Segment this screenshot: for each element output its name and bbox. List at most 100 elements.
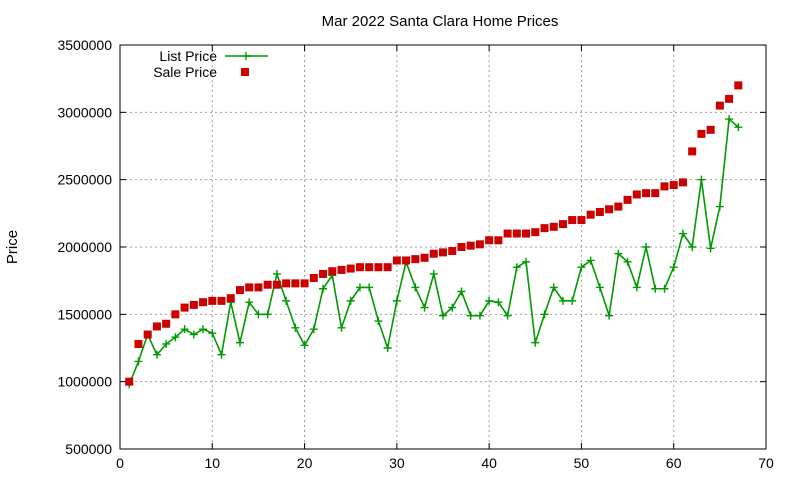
data-point (595, 283, 604, 292)
data-point (439, 311, 447, 320)
data-point (448, 303, 457, 312)
y-tick-label: 1500000 (57, 306, 112, 322)
data-point (475, 311, 484, 320)
data-point (669, 181, 678, 190)
data-point (706, 244, 715, 253)
data-point (522, 229, 531, 238)
data-point (503, 229, 512, 238)
data-point (355, 283, 364, 292)
data-point (605, 205, 614, 214)
x-tick-label: 40 (481, 455, 497, 471)
data-point (614, 202, 623, 211)
data-point (162, 339, 171, 348)
data-point (697, 129, 706, 138)
data-point (392, 256, 401, 265)
data-point (531, 338, 540, 347)
data-point (485, 236, 494, 245)
data-point (420, 303, 429, 312)
data-point (291, 323, 300, 332)
data-point (429, 249, 438, 258)
data-point (263, 310, 272, 319)
data-point (300, 279, 309, 288)
series-list-price (125, 115, 743, 389)
data-point (614, 249, 623, 258)
x-tick-label: 60 (666, 455, 682, 471)
data-point (651, 189, 660, 198)
data-point (457, 243, 466, 251)
data-point (586, 256, 595, 265)
data-point (254, 310, 263, 319)
legend-swatch-sale-price (241, 68, 249, 76)
data-point (485, 296, 494, 305)
y-tick-label: 500000 (65, 441, 112, 457)
data-point (605, 311, 614, 320)
data-point (466, 241, 475, 250)
data-point (189, 300, 198, 309)
data-point (152, 322, 161, 331)
data-point (632, 283, 641, 292)
y-axis-label: Price (4, 230, 21, 264)
data-point (245, 298, 254, 307)
data-point (540, 310, 549, 319)
data-point (309, 325, 318, 334)
data-point (577, 263, 586, 272)
data-point (595, 207, 604, 216)
data-point (623, 195, 632, 204)
data-point (402, 256, 411, 265)
data-point (235, 286, 244, 295)
data-point (355, 263, 364, 272)
data-point (272, 269, 281, 278)
data-point (475, 240, 484, 249)
legend-label-sale-price: Sale Price (153, 64, 217, 80)
data-point (392, 296, 401, 305)
data-point (383, 344, 392, 352)
data-point (494, 236, 503, 245)
data-point (429, 269, 438, 278)
data-point (217, 296, 226, 305)
data-point (134, 339, 143, 348)
data-point (328, 267, 337, 276)
data-point (660, 182, 669, 191)
data-point (439, 248, 447, 257)
data-point (291, 279, 300, 288)
data-point (383, 263, 392, 272)
data-point (226, 294, 235, 303)
data-point (586, 210, 595, 219)
data-point (678, 178, 687, 187)
x-tick-label: 20 (297, 455, 313, 471)
axis-ticks: 500000 1000000 1500000 2000000 2500000 300000… (57, 37, 774, 471)
x-tick-label: 70 (758, 455, 774, 471)
data-point (632, 190, 641, 199)
x-tick-label: 30 (389, 455, 405, 471)
data-point (171, 333, 180, 342)
data-point (282, 296, 291, 305)
x-tick-label: 50 (574, 455, 590, 471)
data-point (346, 296, 355, 305)
series-layer (125, 81, 743, 389)
data-point (688, 147, 697, 156)
data-point (143, 330, 152, 339)
data-point (549, 222, 558, 231)
data-point (245, 283, 254, 292)
chart-title: Mar 2022 Santa Clara Home Prices (322, 13, 559, 30)
x-tick-label: 0 (116, 455, 124, 471)
data-point (180, 303, 189, 312)
data-point (346, 264, 355, 273)
data-point (558, 296, 567, 305)
data-point (558, 220, 567, 229)
data-point (512, 229, 521, 238)
series-sale-price (125, 81, 743, 386)
data-point (734, 123, 743, 132)
data-point (272, 280, 281, 289)
data-point (466, 311, 475, 320)
data-point (697, 175, 706, 184)
data-point (503, 311, 512, 320)
data-point (282, 279, 291, 288)
data-point (568, 296, 577, 305)
y-tick-label: 3000000 (57, 104, 112, 120)
x-tick-label: 10 (204, 455, 220, 471)
data-point (199, 298, 208, 307)
data-point (448, 247, 457, 256)
data-point (152, 350, 161, 359)
